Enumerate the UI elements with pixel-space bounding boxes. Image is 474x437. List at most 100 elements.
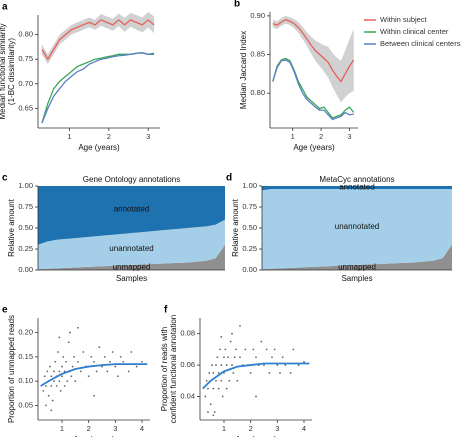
point: [225, 364, 228, 366]
y-tick-label: 0.75: [18, 202, 33, 211]
point: [292, 348, 295, 351]
point: [271, 356, 273, 359]
point: [111, 351, 114, 353]
point: [73, 355, 75, 358]
point: [79, 370, 82, 373]
area-segment: [262, 188, 452, 270]
y-tick-label: 0.70: [18, 79, 33, 88]
confidence-band: [41, 12, 155, 65]
area-segment: [38, 219, 225, 270]
y-tick-label: 0.65: [18, 103, 33, 112]
point: [265, 348, 268, 351]
panel: c Gene Ontology annotations unmapped unanno…: [2, 173, 225, 283]
point: [45, 404, 47, 407]
legend-label: Between clinical centers: [380, 39, 461, 48]
point: [114, 365, 117, 368]
point: [220, 364, 223, 366]
point: [215, 379, 217, 382]
line: [272, 59, 354, 121]
area-label: unmapped: [338, 263, 376, 272]
panel-letter: b: [234, 0, 240, 10]
point: [50, 385, 53, 387]
point: [93, 360, 95, 363]
point: [87, 375, 90, 378]
point: [249, 372, 252, 374]
area-label: annotated: [114, 205, 150, 214]
area-label: annotated: [339, 183, 375, 192]
point: [236, 379, 239, 382]
point: [279, 372, 281, 374]
panel-letter: d: [226, 173, 232, 184]
point: [90, 355, 93, 358]
panel-letter: e: [2, 305, 8, 316]
y-tick-label: 0.20: [18, 328, 33, 337]
point: [122, 360, 125, 363]
point: [255, 395, 257, 398]
point: [207, 387, 209, 390]
point: [232, 372, 235, 374]
area-segment: [38, 186, 225, 245]
legend-label: Within subject: [380, 15, 428, 24]
y-tick-label: 0.75: [18, 54, 33, 63]
y-axis-label: Relative amount: [231, 198, 240, 257]
point: [224, 348, 227, 351]
point: [127, 370, 130, 373]
point: [263, 364, 265, 366]
point: [95, 370, 98, 373]
point: [260, 340, 263, 343]
y-tick-label: 1.00: [242, 181, 257, 190]
panel: e 0.05 0.10 0.15 0.20 1 2 3 4 Age (years) Proporti…: [2, 305, 150, 437]
y-tick-label: 0.85: [250, 50, 265, 59]
point: [284, 364, 287, 366]
x-tick-label: 4: [140, 424, 144, 433]
y-tick-label: 0.80: [18, 30, 33, 39]
x-tick-label: 2: [249, 424, 253, 433]
point: [77, 360, 79, 363]
point: [229, 340, 232, 343]
point: [103, 355, 106, 358]
y-axis-label: Relative amount: [7, 198, 16, 257]
point: [239, 356, 241, 359]
x-axis-label: Samples: [341, 274, 372, 283]
y-tick-label: 1.00: [18, 181, 33, 190]
point: [67, 341, 70, 344]
point: [53, 380, 55, 383]
point: [303, 361, 305, 363]
point: [93, 394, 95, 397]
y-tick-label: 0.00: [242, 265, 257, 274]
point: [82, 351, 85, 353]
panel-title: MetaCyc annotations: [319, 175, 394, 184]
y-axis-label: (1-BC dissimilarity): [7, 38, 16, 105]
x-tick-label: 1: [60, 424, 64, 433]
point: [106, 370, 109, 373]
point: [255, 356, 257, 359]
y-tick-label: 0.50: [18, 223, 33, 232]
point: [61, 375, 63, 378]
panel: a 0.65 0.70 0.75 0.80 1 2 3 Age (years) Median fu…: [0, 2, 160, 152]
point: [62, 355, 65, 358]
x-axis-label: Age (years): [293, 143, 335, 152]
y-axis-label: Proportion of reads with: [160, 327, 169, 412]
panel: d MetaCyc annotations unmapped unannotated a…: [226, 173, 452, 283]
x-tick-label: 3: [347, 132, 351, 141]
area-label: unannotated: [109, 244, 154, 253]
point: [211, 364, 213, 366]
point: [49, 365, 51, 368]
x-tick-label: 1: [67, 132, 71, 141]
trend-line: [202, 362, 310, 390]
point: [217, 372, 220, 374]
point: [205, 379, 208, 382]
x-tick-label: 3: [113, 424, 117, 433]
panel-letter: f: [164, 305, 168, 316]
point: [207, 411, 209, 414]
point: [101, 365, 103, 368]
y-axis-label: Median Jaccard Index: [239, 31, 248, 109]
line: [272, 57, 355, 119]
point: [239, 324, 241, 327]
x-axis-label: Samples: [116, 274, 147, 283]
point: [297, 364, 300, 366]
panel-letter: a: [2, 2, 8, 13]
line: [41, 52, 155, 124]
y-tick-label: 0.25: [242, 244, 257, 253]
